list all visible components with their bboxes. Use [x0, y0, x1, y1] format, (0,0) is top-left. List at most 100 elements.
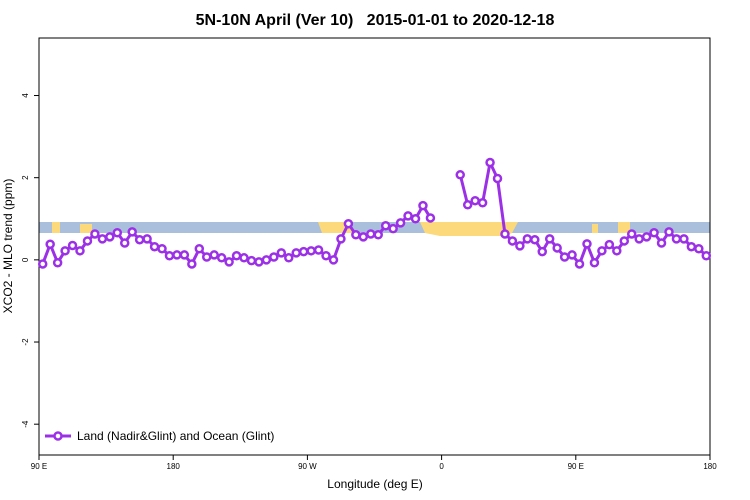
data-point [105, 232, 115, 242]
data-point [75, 246, 85, 256]
data-point [202, 252, 212, 262]
data-point [127, 227, 137, 237]
data-point [67, 240, 78, 251]
data-point [52, 257, 63, 268]
data-point [45, 239, 55, 249]
data-point [291, 248, 301, 258]
legend-marker [53, 431, 63, 441]
data-point [604, 239, 615, 250]
x-tick-label: 0 [439, 462, 444, 471]
data-point [410, 214, 421, 224]
x-tick-label: 90 W [298, 462, 317, 471]
data-point [224, 257, 234, 267]
data-point [544, 234, 555, 244]
data-point [641, 232, 652, 242]
data-point [82, 236, 93, 246]
legend-label: Land (Nadir&Glint) and Ocean (Glint) [77, 429, 274, 443]
data-point [395, 218, 406, 228]
data-point [134, 234, 145, 245]
data-point [455, 170, 465, 180]
data-point [626, 229, 637, 239]
x-axis-title: Longitude (deg E) [327, 477, 422, 491]
data-point [269, 252, 279, 262]
data-point [179, 250, 190, 260]
data-point [142, 234, 152, 244]
data-point [515, 241, 525, 251]
y-tick-label: 4 [21, 93, 30, 98]
data-point [343, 218, 354, 229]
plot-frame [38, 37, 711, 456]
data-point [172, 250, 182, 260]
data-point [373, 230, 383, 240]
map-strip [39, 222, 710, 236]
data-point [239, 253, 249, 263]
data-point [477, 197, 488, 208]
data-point [366, 229, 376, 239]
chart-title: 5N-10N April (Ver 10) 2015-01-01 to 2020… [196, 12, 555, 29]
data-point [537, 246, 547, 257]
data-point [328, 255, 339, 265]
data-point [254, 257, 264, 267]
data-point [60, 246, 70, 256]
data-point [216, 253, 227, 263]
data-point [597, 246, 607, 256]
data-point [634, 234, 644, 244]
data-point [90, 229, 100, 239]
data-point [656, 238, 667, 248]
data-point [380, 221, 391, 231]
data-point [612, 246, 622, 256]
data-point [582, 239, 592, 249]
data-point [574, 259, 585, 269]
data-point [500, 229, 510, 239]
x-tick-label: 90 E [568, 462, 584, 471]
data-point [679, 234, 689, 244]
data-point [507, 236, 518, 246]
data-point [470, 195, 480, 206]
x-tick-label: 180 [167, 462, 181, 471]
y-tick-label: 0 [21, 257, 30, 262]
data-point [589, 257, 600, 268]
data-point [351, 230, 361, 240]
data-point [686, 241, 697, 252]
data-point [649, 227, 659, 238]
y-tick-label: -4 [21, 420, 30, 428]
data-point [701, 250, 712, 261]
data-point [306, 246, 316, 256]
data-point [209, 250, 219, 260]
data-point [418, 200, 428, 211]
data-point [336, 234, 346, 244]
data-point [694, 244, 704, 254]
data-point [559, 252, 570, 262]
data-point [246, 255, 257, 266]
x-tick-label: 90 E [31, 462, 47, 471]
data-point [425, 213, 436, 223]
data-point [119, 238, 130, 248]
data-point [276, 248, 287, 258]
data-point [388, 223, 398, 234]
x-tick-label: 180 [703, 462, 717, 471]
data-point [37, 259, 48, 269]
y-tick-label: -2 [21, 338, 30, 346]
y-tick-label: 2 [21, 175, 30, 180]
data-point [321, 250, 331, 261]
data-point [194, 244, 205, 254]
data-point [462, 200, 473, 210]
data-point [552, 243, 562, 253]
data-point [157, 244, 167, 254]
data-point [664, 227, 674, 237]
data-point [485, 157, 495, 168]
data-point [284, 253, 294, 263]
data-point [522, 234, 533, 244]
data-point [149, 241, 160, 252]
data-point [261, 255, 272, 265]
data-point [358, 232, 369, 242]
data-point [567, 250, 577, 260]
data-point [403, 211, 413, 221]
data-point [187, 259, 197, 269]
data-point [164, 250, 175, 261]
data-point [298, 246, 309, 257]
data-point [492, 173, 503, 184]
data-point [671, 234, 682, 244]
data-point [97, 234, 108, 244]
